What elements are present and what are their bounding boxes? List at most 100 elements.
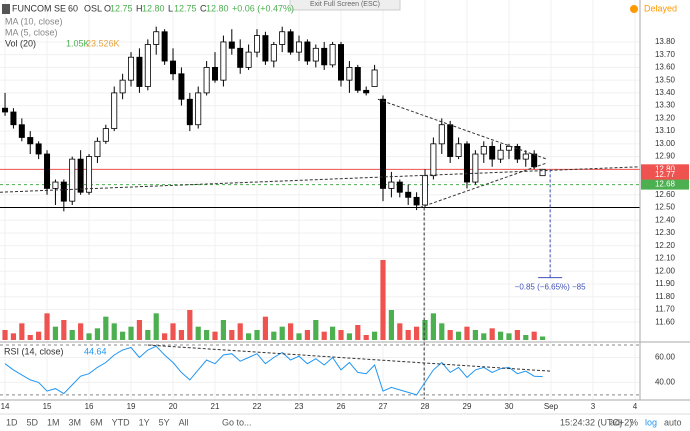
volume-bar: [61, 320, 67, 340]
candle-body: [379, 98, 386, 189]
volume-bar: [405, 330, 411, 340]
candle-body: [405, 191, 412, 198]
volume-bar: [506, 333, 512, 340]
volume-bar: [128, 326, 134, 340]
candle-body: [128, 56, 135, 81]
change: +0.06 (+0.47%): [232, 3, 294, 13]
candle-body: [254, 35, 261, 53]
volume-bar: [296, 333, 302, 340]
volume-bar: [78, 323, 84, 340]
candle-body: [304, 41, 311, 62]
period-button[interactable]: 1M: [47, 417, 60, 427]
y-tick-label: 13.80: [655, 37, 676, 46]
volume-bar: [262, 316, 269, 340]
candle-body: [119, 79, 126, 94]
period-button[interactable]: 5D: [27, 417, 39, 427]
candle-body: [413, 196, 420, 206]
y-tick-label: 13.10: [655, 126, 676, 135]
price-marker-label: 12.80: [655, 164, 676, 173]
candle-body: [195, 92, 202, 126]
price-marker: [641, 179, 689, 190]
candle-body: [94, 140, 101, 157]
y-tick-label: 12.20: [655, 241, 676, 250]
candle-body: [489, 145, 496, 160]
volume-bar: [388, 310, 394, 340]
candle-body: [44, 153, 51, 189]
tooltip-box: [289, 0, 401, 11]
volume-bar: [338, 330, 344, 340]
volume-bar: [346, 333, 352, 340]
clock: 15:24:32 (UTC+2): [560, 417, 632, 427]
candle-body: [262, 35, 269, 62]
rsi-value: 44.64: [84, 346, 107, 356]
candle-body: [447, 124, 454, 157]
ma10-label[interactable]: MA (10, close): [5, 16, 63, 26]
price-marker: [641, 164, 689, 175]
ohlc-key: O: [104, 3, 111, 13]
y-tick-label: 11.80: [655, 292, 675, 301]
x-tick-label: Sep: [544, 402, 559, 411]
price-marker-label: 12.68: [655, 180, 676, 189]
candle-body: [514, 145, 521, 160]
rsi-trendline: [147, 344, 552, 372]
period-button[interactable]: 3M: [69, 417, 82, 427]
rsi-label[interactable]: RSI (14, close): [4, 346, 64, 356]
volume-bar: [237, 323, 243, 340]
period-button[interactable]: 6M: [90, 417, 103, 427]
volume-bar: [187, 310, 193, 340]
volume-bar: [397, 323, 403, 340]
candle-body: [170, 60, 177, 75]
exchange: OSL: [84, 3, 102, 13]
candle-body: [472, 153, 479, 183]
volume-bar: [120, 331, 126, 340]
ohlc-key: C: [200, 3, 207, 13]
y-tick-label: 12.50: [655, 203, 676, 212]
period-button[interactable]: 1Y: [139, 417, 150, 427]
volume-bar: [246, 333, 252, 340]
volume-bar: [103, 316, 109, 340]
volume-bar: [439, 323, 445, 340]
y-tick-label: 13.00: [655, 139, 676, 148]
volume-label[interactable]: Vol (20): [5, 38, 36, 48]
x-tick-label: 29: [463, 402, 472, 411]
ma5-label[interactable]: MA (5, close): [5, 27, 58, 37]
candle-body: [371, 69, 378, 87]
trendline: [419, 162, 547, 209]
candle-body: [279, 31, 286, 45]
adj[interactable]: adj: [610, 417, 622, 427]
volume-bar: [380, 260, 386, 340]
y-tick-label: 12.30: [655, 228, 676, 237]
period-button[interactable]: 1D: [6, 417, 18, 427]
volume-bar: [371, 331, 378, 340]
ohlc-value: 12.75: [174, 3, 197, 13]
y-tick-label: 13.20: [655, 113, 676, 122]
goto[interactable]: Go to...: [222, 417, 252, 427]
y-tick-label: 12.90: [655, 152, 676, 161]
scale-option[interactable]: log: [645, 417, 657, 427]
candle-body: [396, 181, 403, 193]
volume-bar: [430, 313, 436, 340]
scale-option[interactable]: auto: [664, 417, 682, 427]
volume-bar: [279, 326, 285, 340]
interval: 60: [68, 3, 78, 13]
period-button[interactable]: 5Y: [159, 417, 170, 427]
axes: 11.60 11.70 11.80 11.90 12.00 12.10 12.20 12.30…: [0, 0, 690, 415]
period-button[interactable]: All: [179, 417, 189, 427]
rsi-line: [4, 345, 543, 396]
price-marker-label: 12.77: [655, 170, 676, 179]
scale-option[interactable]: %: [630, 417, 638, 427]
period-button[interactable]: YTD: [112, 417, 131, 427]
x-tick-label: 16: [85, 402, 94, 411]
x-tick-label: 23: [295, 402, 304, 411]
tooltip: Exit Full Screen (ESC): [310, 1, 380, 8]
candle-body: [153, 31, 160, 45]
candle-body: [86, 156, 93, 193]
candle-body: [203, 67, 210, 94]
volume-bar: [52, 326, 59, 340]
volume-bar: [271, 331, 277, 340]
candle-body: [270, 44, 277, 62]
candle-body: [539, 168, 546, 177]
y-tick-label: 13.40: [655, 88, 676, 97]
symbol[interactable]: FUNCOM SE: [12, 3, 66, 13]
